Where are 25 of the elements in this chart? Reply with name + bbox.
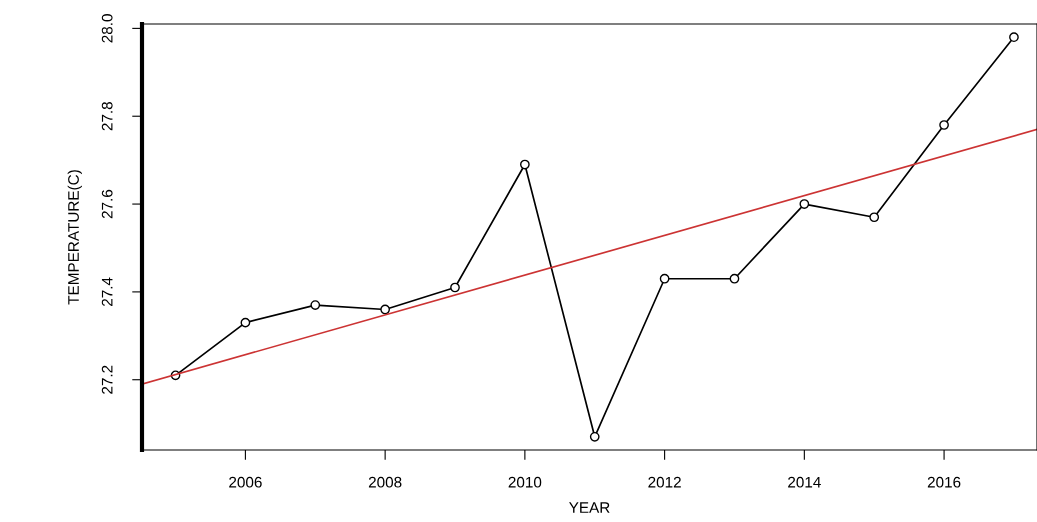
y-tick-label: 27.4 [101,277,113,306]
y-tick-label: 27.2 [101,365,113,394]
point [939,120,949,130]
x-tick-label: 2014 [788,476,821,488]
x-tick-label: 2016 [927,476,961,488]
x-tick-label: 2012 [648,476,681,488]
x-tick-label: 2010 [508,476,542,488]
y-tick-label: 28.0 [101,14,113,43]
x-tick-label: 2006 [229,476,262,488]
point [520,159,530,170]
point [869,212,880,223]
point [589,431,600,442]
x-tick-label: 2008 [368,476,402,488]
y-tick-label: 27.8 [101,102,113,131]
point [380,304,390,315]
point [240,317,251,328]
point [659,273,670,284]
point [799,199,810,209]
point [450,282,460,293]
point [729,273,740,284]
x-axis-title: YEAR [569,502,610,513]
y-tick-label: 27.6 [101,189,113,219]
point [1009,32,1019,43]
point [310,300,321,310]
y-axis-title: TEMPERATURE(C) [67,170,82,305]
